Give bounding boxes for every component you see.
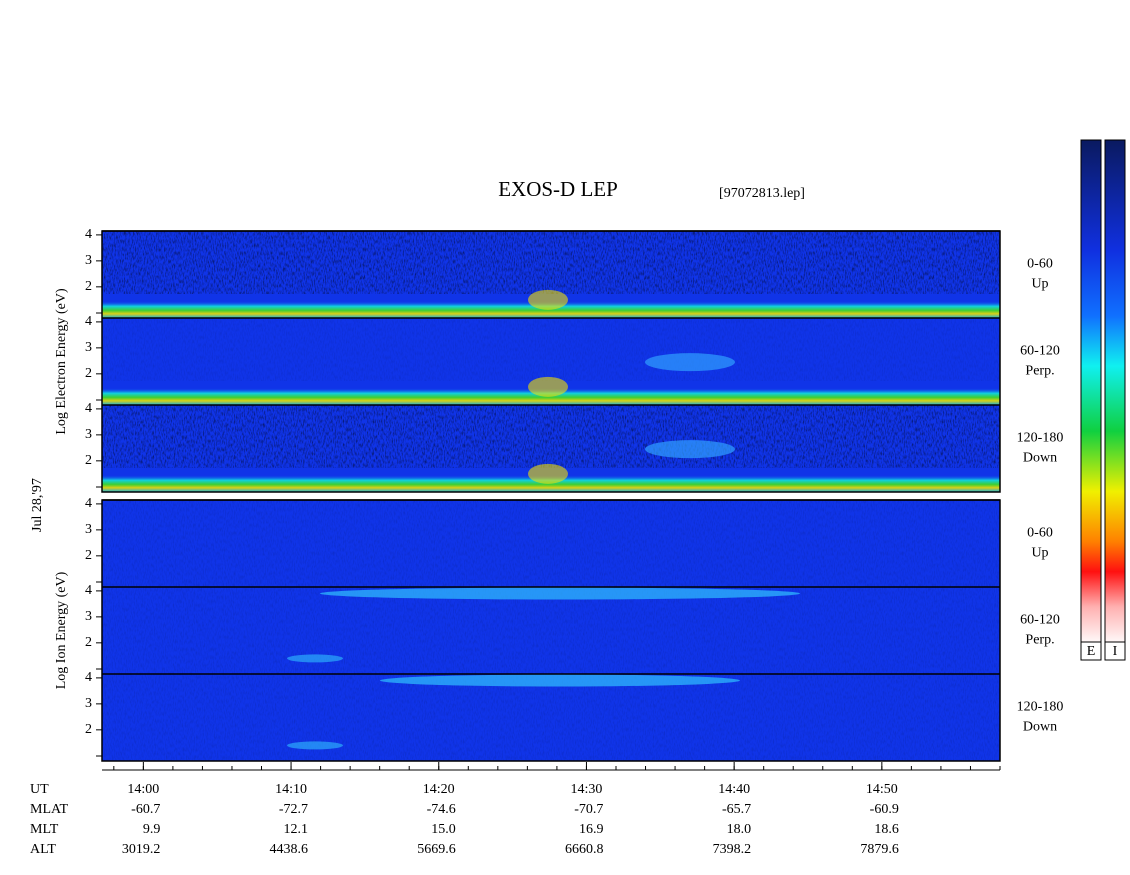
y-tick-label: 3 xyxy=(85,522,92,537)
y-tick-label: 2 xyxy=(85,453,92,468)
ephemeris-value: -70.7 xyxy=(574,802,603,817)
date-label: Jul 28,'97 xyxy=(30,478,45,532)
x-tick-label: 14:50 xyxy=(866,782,898,797)
ephemeris-value: 18.0 xyxy=(727,822,752,837)
x-tick-label: 14:10 xyxy=(275,782,307,797)
x-tick-label: 14:20 xyxy=(423,782,455,797)
colorbar-label: I xyxy=(1113,644,1118,659)
row-label: 120-180 xyxy=(1017,700,1064,715)
x-axis-label: UT xyxy=(30,782,49,797)
row-sublabel: Down xyxy=(1023,451,1057,466)
ephemeris-name: MLAT xyxy=(30,802,69,817)
ion-beam xyxy=(380,674,740,687)
panel-frame xyxy=(101,499,1001,762)
noise xyxy=(102,231,1000,294)
y-tick-label: 4 xyxy=(85,583,92,598)
y-tick-label: 3 xyxy=(85,427,92,442)
ephemeris-value: 16.9 xyxy=(579,822,604,837)
y-tick-label: 2 xyxy=(85,279,92,294)
ion-spot xyxy=(287,741,343,750)
ephemeris-value: -60.9 xyxy=(870,802,899,817)
feature xyxy=(645,353,735,372)
file-label: [97072813.lep] xyxy=(719,186,805,201)
y-tick-label: 2 xyxy=(85,635,92,650)
y-tick-label: 2 xyxy=(85,722,92,737)
ephemeris-value: 12.1 xyxy=(284,822,309,837)
colorbar xyxy=(1104,139,1126,643)
row-label: 0-60 xyxy=(1027,257,1053,272)
y-tick-label: 4 xyxy=(85,227,92,242)
y-tick-label: 2 xyxy=(85,548,92,563)
hump xyxy=(528,376,568,397)
y-tick-label: 3 xyxy=(85,340,92,355)
x-tick-label: 14:40 xyxy=(718,782,750,797)
ephemeris-value: -72.7 xyxy=(279,802,308,817)
y-tick-label: 4 xyxy=(85,670,92,685)
ephemeris-name: MLT xyxy=(30,822,59,837)
ephemeris-value: -60.7 xyxy=(131,802,160,817)
ephemeris-name: ALT xyxy=(30,842,56,857)
ephemeris-value: 4438.6 xyxy=(270,842,309,857)
row-label: 0-60 xyxy=(1027,526,1053,541)
row-label: 60-120 xyxy=(1020,344,1060,359)
hump xyxy=(528,463,568,484)
y-tick-label: 3 xyxy=(85,609,92,624)
colorbar xyxy=(1080,139,1102,643)
noise xyxy=(102,587,1000,674)
x-tick-label: 14:30 xyxy=(571,782,603,797)
ephemeris-value: 5669.6 xyxy=(417,842,456,857)
chart-title: EXOS-D LEP xyxy=(498,177,618,201)
ephemeris-value: 18.6 xyxy=(874,822,899,837)
hump xyxy=(528,289,568,310)
colorbar-box xyxy=(1080,641,1102,661)
ephemeris-value: 3019.2 xyxy=(122,842,161,857)
row-sublabel: Perp. xyxy=(1025,633,1054,648)
ephemeris-value: 7398.2 xyxy=(713,842,752,857)
panel-frame xyxy=(101,230,1001,493)
y-tick-label: 3 xyxy=(85,696,92,711)
x-tick-label: 14:00 xyxy=(127,782,159,797)
ephemeris-value: 9.9 xyxy=(143,822,161,837)
y-tick-label: 4 xyxy=(85,314,92,329)
y-tick-label: 2 xyxy=(85,366,92,381)
colorbars: E I xyxy=(1080,139,1126,661)
ephemeris-value: 15.0 xyxy=(431,822,456,837)
row-sublabel: Perp. xyxy=(1025,364,1054,379)
row-label: 60-120 xyxy=(1020,613,1060,628)
colorbar-box xyxy=(1104,641,1126,661)
ephemeris-value: 7879.6 xyxy=(860,842,899,857)
ion-beam xyxy=(320,587,800,600)
y-tick-label: 4 xyxy=(85,496,92,511)
y-axis-label: Log Electron Energy (eV) xyxy=(54,288,69,435)
noise xyxy=(102,500,1000,587)
noise xyxy=(102,318,1000,381)
row-sublabel: Up xyxy=(1031,277,1048,292)
row-label: 120-180 xyxy=(1017,431,1064,446)
colorbar-label: E xyxy=(1087,644,1096,659)
ephemeris-value: 6660.8 xyxy=(565,842,604,857)
y-tick-label: 3 xyxy=(85,253,92,268)
y-axis-label: Log Ion Energy (eV) xyxy=(54,571,69,689)
row-sublabel: Up xyxy=(1031,546,1048,561)
noise xyxy=(102,405,1000,468)
ephemeris-value: -74.6 xyxy=(427,802,456,817)
ephemeris-value: -65.7 xyxy=(722,802,751,817)
ion-spot xyxy=(287,654,343,663)
feature xyxy=(645,440,735,459)
noise xyxy=(102,674,1000,761)
y-tick-label: 4 xyxy=(85,401,92,416)
row-sublabel: Down xyxy=(1023,720,1057,735)
